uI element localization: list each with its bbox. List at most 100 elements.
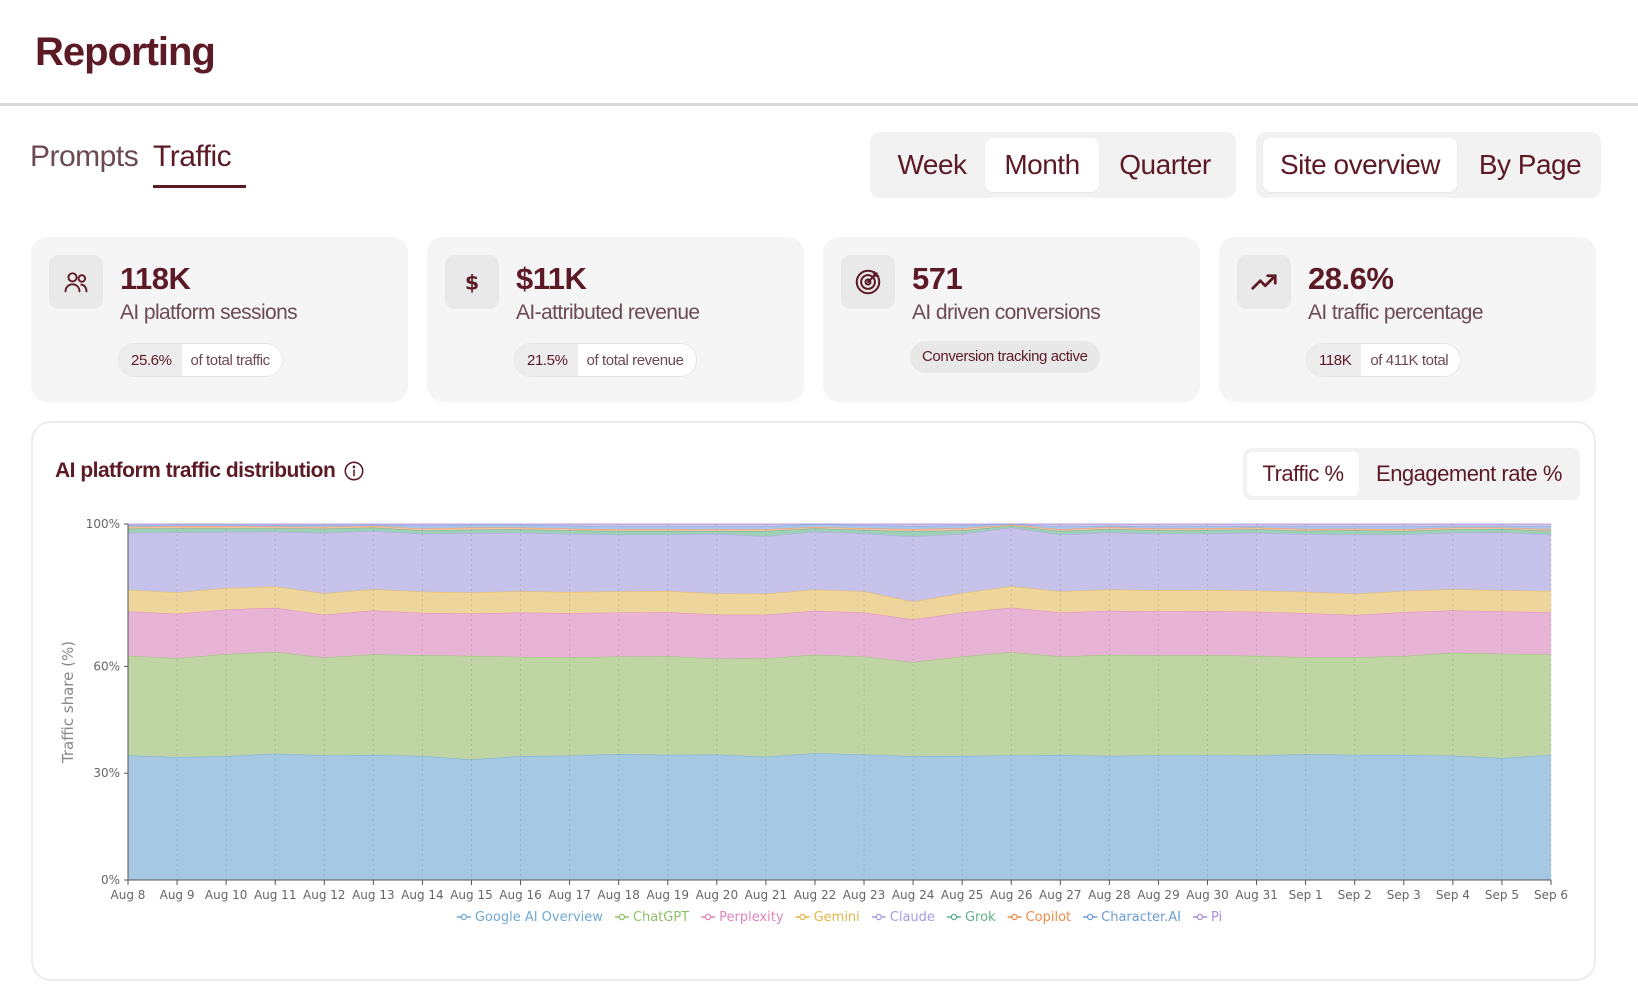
svg-text:$: $ <box>465 271 479 295</box>
x-tick-label: Sep 4 <box>1436 888 1470 902</box>
area-series-8 <box>128 524 1551 527</box>
x-tick-label: Aug 16 <box>499 888 542 902</box>
chart-title: AI platform traffic distribution <box>55 459 365 483</box>
legend-item[interactable]: Claude <box>871 910 935 925</box>
legend: Google AI Overview ChatGPT Perplexity Gemin… <box>456 910 1222 925</box>
kpi-card-revenue: $ $11K AI-attributed revenue 21.5% of to… <box>427 237 804 402</box>
dollar-icon: $ <box>445 255 499 309</box>
metric-selector: Traffic % Engagement rate % <box>1243 448 1580 500</box>
y-tick-label: 0% <box>101 873 120 887</box>
legend-item[interactable]: Perplexity <box>701 910 784 925</box>
x-tick-label: Aug 26 <box>990 888 1033 902</box>
revenue-label: AI-attributed revenue <box>516 301 700 324</box>
x-tick-label: Aug 22 <box>794 888 837 902</box>
traffic-distribution-panel: AI platform traffic distribution Traffic… <box>31 421 1596 981</box>
revenue-value: $11K <box>516 261 587 296</box>
x-tick-label: Aug 9 <box>160 888 195 902</box>
legend-label: Character.AI <box>1101 910 1181 925</box>
legend-marker <box>1086 913 1094 921</box>
x-tick-label: Aug 27 <box>1039 888 1082 902</box>
traffic-percent-button[interactable]: Traffic % <box>1247 452 1359 496</box>
area-line-7 <box>127 523 1552 527</box>
conversions-label: AI driven conversions <box>912 301 1101 324</box>
legend-item[interactable]: Google AI Overview <box>456 910 603 925</box>
sessions-value: 118K <box>120 261 191 296</box>
x-tick-label: Sep 1 <box>1289 888 1323 902</box>
area-series-5 <box>128 525 1551 537</box>
legend-item[interactable]: Character.AI <box>1083 910 1181 925</box>
pill-value: 25.6% <box>119 344 182 376</box>
site-overview-button[interactable]: Site overview <box>1263 138 1457 192</box>
y-ticks: 0% 30% 60% 100% <box>86 517 128 887</box>
y-tick-label: 30% <box>93 766 120 780</box>
view-selector: Site overview By Page <box>1256 132 1601 198</box>
legend-marker <box>799 913 806 921</box>
legend-marker <box>875 913 883 921</box>
legend-item[interactable]: Gemini <box>795 910 860 925</box>
x-tick-label: Aug 13 <box>352 888 395 902</box>
x-tick-label: Aug 25 <box>941 888 984 902</box>
period-week-button[interactable]: Week <box>897 149 967 180</box>
area-line-5 <box>127 525 1552 532</box>
x-tick-label: Sep 6 <box>1534 888 1568 902</box>
area-series-4 <box>128 527 1551 602</box>
traffic-total-pill: 118K of 411K total <box>1306 343 1462 377</box>
x-tick-label: Aug 19 <box>647 888 690 902</box>
area-line-1 <box>127 651 1552 663</box>
legend-item[interactable]: Copilot <box>1007 910 1072 925</box>
pill-value: 118K <box>1307 344 1362 376</box>
sessions-share-pill: 25.6% of total traffic <box>118 343 283 377</box>
area-series-2 <box>128 607 1551 663</box>
page-header: Reporting <box>0 0 1638 106</box>
y-tick-label: 60% <box>93 659 120 673</box>
x-tick-label: Aug 11 <box>254 888 297 902</box>
x-tick-label: Aug 24 <box>892 888 935 902</box>
legend-item[interactable]: Grok <box>946 910 996 925</box>
conversion-status-badge: Conversion tracking active <box>910 341 1100 373</box>
legend-marker <box>618 913 626 921</box>
period-quarter-button[interactable]: Quarter <box>1119 149 1211 180</box>
period-selector: Week Month Quarter <box>870 132 1236 198</box>
tab-prompts[interactable]: Prompts <box>30 140 139 173</box>
engagement-rate-button[interactable]: Engagement rate % <box>1376 461 1562 486</box>
x-tick-label: Aug 28 <box>1088 888 1131 902</box>
x-tick-label: Aug 31 <box>1235 888 1278 902</box>
x-tick-label: Aug 23 <box>843 888 886 902</box>
x-tick-label: Aug 10 <box>205 888 248 902</box>
conversions-value: 571 <box>912 261 963 296</box>
pill-text: of total revenue <box>586 351 684 369</box>
area-series-0 <box>128 753 1551 880</box>
legend-label: ChatGPT <box>633 910 689 925</box>
legend-item[interactable]: Pi <box>1192 910 1222 925</box>
revenue-share-pill: 21.5% of total revenue <box>514 343 697 377</box>
target-icon <box>841 255 895 309</box>
tab-traffic[interactable]: Traffic <box>153 140 232 173</box>
legend-label: Google AI Overview <box>475 910 603 925</box>
period-month-button[interactable]: Month <box>985 138 1099 192</box>
x-tick-label: Aug 18 <box>597 888 640 902</box>
kpi-card-conversions: 571 AI driven conversions Conversion tra… <box>823 237 1200 402</box>
legend-label: Copilot <box>1026 910 1072 925</box>
page-title: Reporting <box>35 30 216 74</box>
area-series-7 <box>128 524 1551 530</box>
chart-title-text: AI platform traffic distribution <box>55 459 336 482</box>
legend-label: Pi <box>1211 910 1222 925</box>
x-tick-label: Aug 8 <box>111 888 146 902</box>
area-layers <box>127 523 1552 880</box>
by-page-button[interactable]: By Page <box>1478 149 1582 180</box>
traffic-percentage-label: AI traffic percentage <box>1308 301 1484 324</box>
kpi-card-sessions: 118K AI platform sessions 25.6% of total… <box>31 237 408 402</box>
legend-marker <box>1196 913 1204 921</box>
active-tab-indicator <box>153 185 246 188</box>
trending-up-icon <box>1237 255 1291 309</box>
pill-value: 21.5% <box>515 344 578 376</box>
x-tick-label: Aug 12 <box>303 888 346 902</box>
info-icon[interactable] <box>343 460 365 482</box>
x-tick-label: Aug 30 <box>1186 888 1229 902</box>
traffic-percentage-value: 28.6% <box>1308 261 1394 296</box>
legend-label: Perplexity <box>719 910 784 925</box>
legend-item[interactable]: ChatGPT <box>614 910 689 925</box>
x-tick-label: Aug 15 <box>450 888 493 902</box>
x-tick-label: Sep 3 <box>1387 888 1421 902</box>
